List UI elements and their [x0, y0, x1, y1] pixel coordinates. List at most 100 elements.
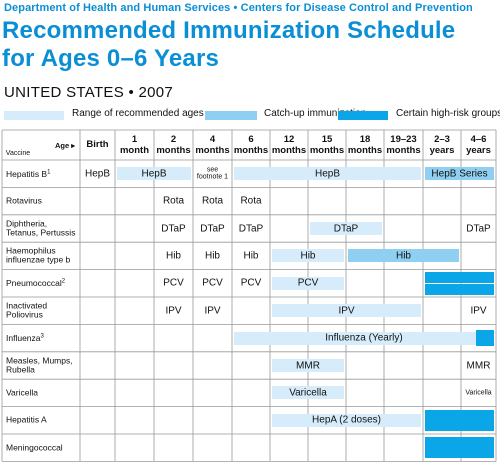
footnote-marker: 3 [40, 333, 44, 340]
dose-cell: PCV [240, 277, 262, 289]
column-header-8: 19–23 [390, 134, 417, 145]
column-header-10: 4–6 [470, 134, 487, 145]
dose-cell: DTaP [466, 223, 491, 234]
column-header-unit-5: months [271, 145, 307, 156]
column-header-unit-1: month [119, 145, 150, 156]
schedule-bar-range [272, 249, 344, 263]
schedule-bar-catchup [425, 167, 494, 181]
dose-cell: HepB [84, 168, 111, 180]
dose-cell: PCV [163, 277, 184, 289]
vaccine-name-text: Haemophilus influenzae type b [6, 245, 71, 265]
schedule-bar-range [272, 413, 421, 427]
schedule-bar-label: MMR [296, 360, 320, 371]
column-header-0: Birth [86, 139, 109, 150]
column-header-5: 12 [283, 134, 295, 145]
vaccine-name-text: Hepatitis A [6, 414, 47, 425]
age-corner-label: Age ▸ [54, 141, 76, 150]
footnote-marker: 1 [47, 169, 51, 176]
vaccine-name-text: Influenza [6, 333, 41, 344]
schedule-bar-label: PCV [297, 277, 319, 289]
agency-header: Department of Health and Human Services … [4, 2, 473, 14]
vaccine-name-text: Varicella [6, 387, 38, 398]
vaccine-name-text: Meningococcal [6, 441, 63, 452]
schedule-bar-range [234, 167, 421, 181]
dose-cell-note: see footnote 1 [196, 166, 229, 181]
page-title-line-1: Recommended Immunization Schedule [2, 17, 456, 44]
vaccine-name: Pneumococcal2 [6, 278, 65, 289]
column-header-unit-10: years [466, 145, 491, 156]
column-header-unit-9: years [429, 145, 455, 156]
schedule-bar-highrisk [425, 284, 494, 295]
schedule-bar-range [234, 331, 494, 345]
schedule-bar-range [272, 386, 344, 400]
legend-label-range: Range of recommended ages [72, 108, 204, 119]
column-header-unit-2: months [156, 145, 191, 156]
legend-swatch-catchup [205, 111, 257, 120]
vaccine-name-text: Rotavirus [6, 195, 42, 206]
dose-cell: PCV [202, 277, 223, 289]
vaccine-name: Meningococcal [6, 441, 63, 453]
dose-cell: IPV [165, 305, 182, 317]
vaccine-name-text: Measles, Mumps, Rubella [6, 355, 73, 375]
vaccine-name: Haemophilus influenzae type b [6, 246, 70, 265]
dose-cell: DTaP [238, 223, 264, 234]
schedule-bar-highrisk [425, 409, 494, 431]
dose-cell-note: Varicella [465, 389, 492, 397]
schedule-bar-range [272, 359, 344, 372]
vaccine-name: Diphtheria, Tetanus, Pertussis [6, 218, 76, 238]
vaccine-name-text: Inactivated Poliovirus [6, 300, 48, 320]
column-header-4: 6 [248, 134, 254, 145]
legend-swatch-highrisk [338, 111, 388, 120]
schedule-bar-label: HepB [141, 168, 167, 180]
vaccine-name-text: Diphtheria, Tetanus, Pertussis [6, 218, 76, 238]
schedule-bar-label: HepB Series [431, 168, 488, 180]
legend-label-catchup: Catch-up immunization [264, 108, 367, 119]
footnote-marker: 2 [61, 278, 66, 285]
schedule-bar-highrisk [425, 437, 494, 459]
vaccine-name: Hepatitis B1 [6, 168, 50, 179]
vaccine-name-text: Hepatitis B [6, 168, 48, 179]
dose-cell: DTaP [161, 223, 186, 234]
page-title-line-2: for Ages 0–6 Years [2, 45, 220, 72]
dose-cell: DTaP [200, 223, 225, 234]
vaccine-corner-label: Vaccine [5, 150, 31, 157]
vaccine-name: Hepatitis A [6, 414, 47, 426]
column-header-unit-7: months [347, 145, 383, 156]
vaccine-name: Measles, Mumps, Rubella [6, 355, 73, 375]
column-header-2: 2 [170, 134, 177, 145]
schedule-bar-catchup [348, 249, 459, 263]
schedule-bar-label: IPV [338, 305, 355, 317]
column-header-unit-4: months [233, 145, 269, 156]
column-header-unit-3: months [195, 145, 230, 156]
schedule-bar-range [272, 276, 344, 290]
vaccine-name-text: Pneumococcal [6, 278, 62, 289]
dose-cell: Hib [165, 250, 182, 262]
vaccine-name: Rotavirus [6, 196, 42, 206]
schedule-bar-range [310, 222, 382, 235]
legend-swatch-range [4, 111, 64, 120]
dose-cell: Rota [162, 195, 185, 207]
schedule-bar-highrisk [425, 271, 494, 284]
column-header-6: 15 [321, 134, 333, 145]
vaccine-name: Influenza3 [6, 332, 44, 343]
schedule-bar-label: DTaP [333, 223, 359, 234]
dose-cell: Hib [204, 250, 221, 262]
legend-label-highrisk: Certain high-risk groups [396, 108, 500, 119]
dose-cell: Rota [201, 195, 224, 207]
column-header-3: 4 [209, 134, 216, 145]
vaccine-name: Inactivated Poliovirus [6, 301, 47, 320]
dose-cell: Hib [243, 250, 259, 262]
column-header-7: 18 [359, 134, 371, 145]
dose-cell: IPV [204, 305, 221, 317]
column-header-1: 1 [131, 134, 138, 145]
column-header-9: 2–3 [434, 134, 450, 145]
schedule-bar-label: Varicella [289, 387, 327, 399]
schedule-bar-label: Influenza (Yearly) [325, 332, 403, 344]
schedule-bar-range [272, 304, 421, 318]
dose-cell: Rota [240, 195, 262, 207]
schedule-bar-label: Hib [395, 250, 412, 262]
dose-cell: MMR [466, 360, 491, 371]
schedule-bar-highrisk [476, 330, 494, 346]
schedule-bar-range [117, 167, 191, 181]
